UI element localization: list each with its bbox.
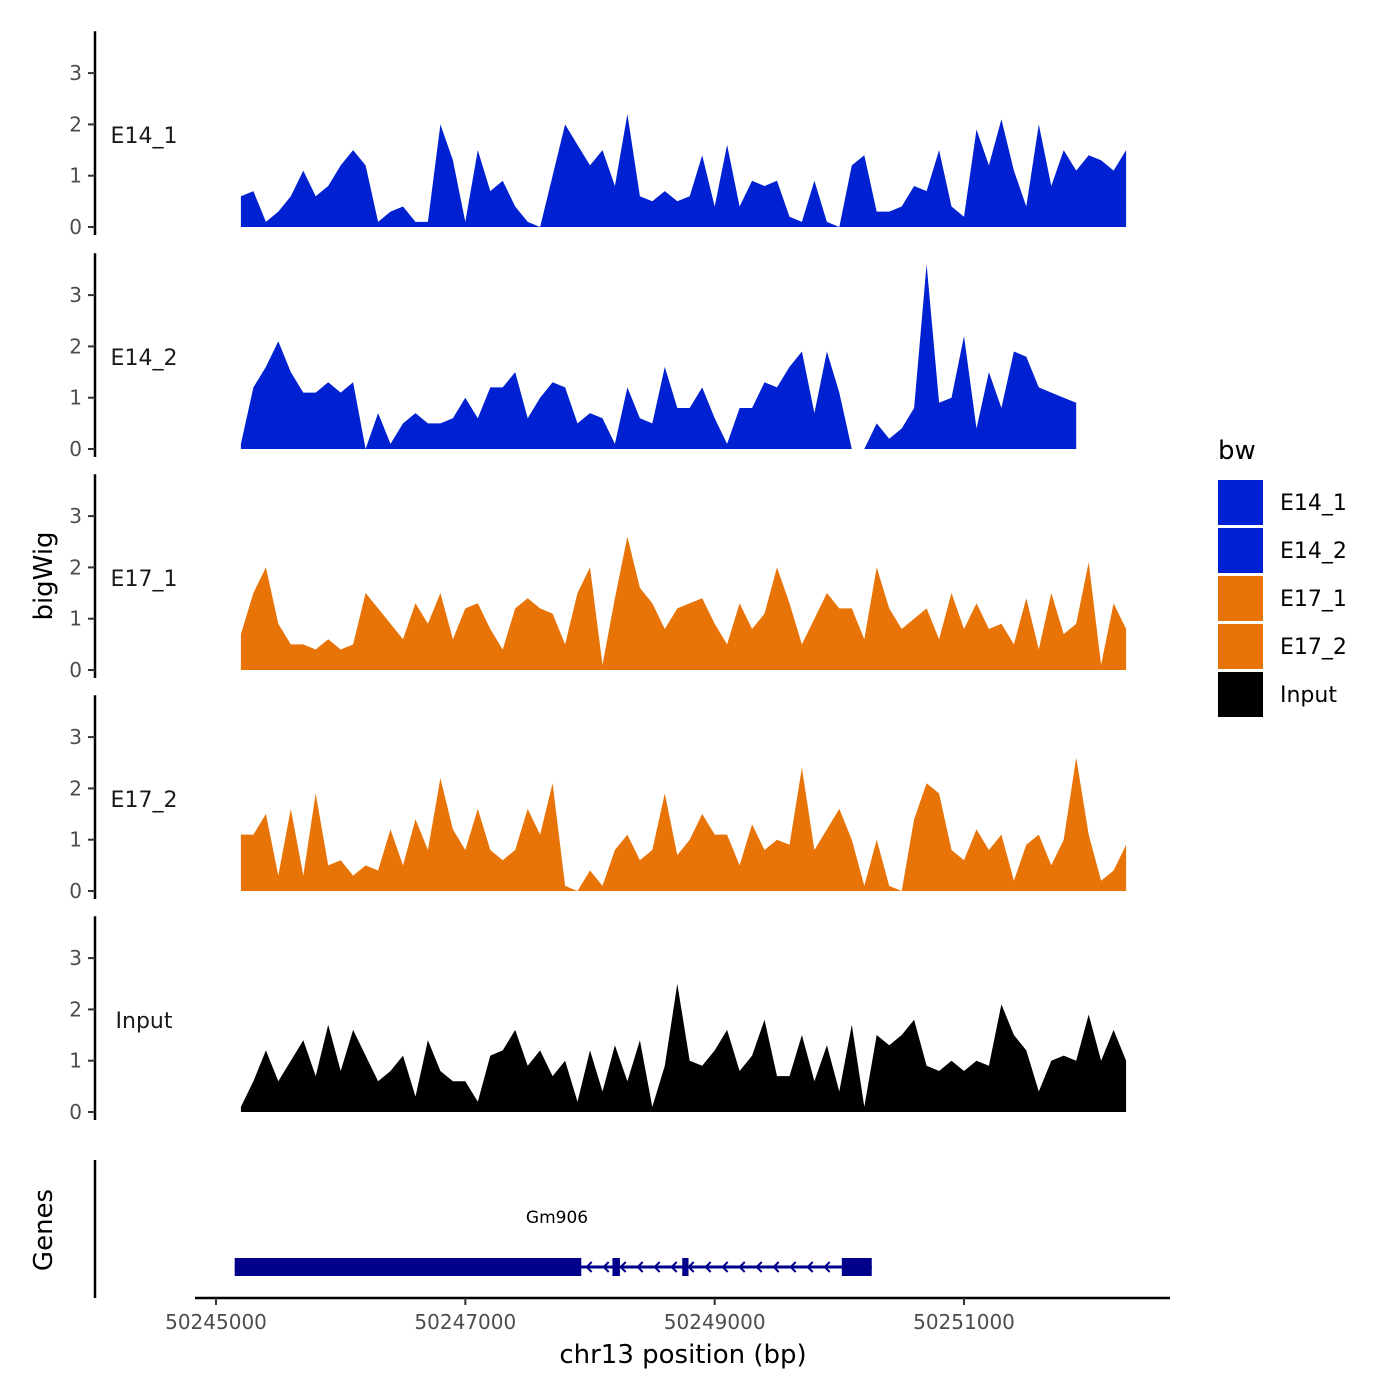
genes-track-title: Genes <box>29 1189 59 1271</box>
x-axis: 50245000 50247000 50249000 50251000 <box>165 1296 1170 1334</box>
y-tick-label: 3 <box>69 504 82 528</box>
y-tick-label: 2 <box>69 555 82 579</box>
y-tick-label: 3 <box>69 61 82 85</box>
strand-arrow <box>755 1261 763 1273</box>
strand-arrow <box>738 1261 746 1273</box>
track-label: E14_2 <box>111 346 178 371</box>
legend-entry: Input <box>1218 672 1337 717</box>
y-tick-label: 1 <box>69 828 82 852</box>
strand-arrow <box>806 1261 814 1273</box>
strand-arrow <box>704 1261 712 1273</box>
track-e17-1: 0 1 2 3 E17_1 <box>69 474 1127 682</box>
legend-entry: E14_2 <box>1218 528 1347 573</box>
track-e14-2: 0 1 2 3 E14_2 <box>69 253 1077 461</box>
y-tick-label: 0 <box>69 1100 82 1124</box>
signal-area-input <box>240 983 1127 1112</box>
gene-exon <box>841 1258 872 1276</box>
track-label: E14_1 <box>111 124 178 149</box>
x-axis-title: chr13 position (bp) <box>559 1340 806 1370</box>
legend-swatch <box>1218 480 1263 525</box>
x-tick-label: 50251000 <box>913 1310 1015 1334</box>
legend-label: Input <box>1280 683 1337 708</box>
legend-title: bw <box>1218 436 1256 466</box>
legend-label: E17_2 <box>1280 635 1347 660</box>
y-axis-title: bigWig <box>29 531 59 620</box>
legend-entry: E17_2 <box>1218 624 1347 669</box>
strand-arrow <box>585 1261 593 1273</box>
legend-swatch <box>1218 624 1263 669</box>
strand-arrow <box>636 1261 644 1273</box>
genes-track: Gm906 <box>93 1160 872 1298</box>
strand-arrow <box>653 1261 661 1273</box>
signal-tracks: 0 1 2 3 E14_1 0 1 2 3 E14_2 0 1 2 3 E17_1 0 1 2 3 E17_2 0 1 2 3… <box>69 31 1127 1124</box>
y-tick-label: 1 <box>69 164 82 188</box>
track-e14-1: 0 1 2 3 E14_1 <box>69 31 1127 239</box>
y-tick-label: 3 <box>69 946 82 970</box>
x-tick-label: 50245000 <box>165 1310 267 1334</box>
strand-arrow <box>670 1261 678 1273</box>
legend-swatch <box>1218 672 1263 717</box>
y-tick-label: 1 <box>69 607 82 631</box>
strand-arrow <box>687 1261 695 1273</box>
y-tick-label: 3 <box>69 725 82 749</box>
y-tick-label: 2 <box>69 997 82 1021</box>
strand-arrow <box>602 1261 610 1273</box>
y-tick-label: 2 <box>69 112 82 136</box>
y-tick-label: 2 <box>69 776 82 800</box>
x-tick-label: 50247000 <box>414 1310 516 1334</box>
gene-name-label: Gm906 <box>526 1208 588 1228</box>
y-tick-label: 2 <box>69 334 82 358</box>
y-tick-label: 0 <box>69 658 82 682</box>
x-tick-label: 50249000 <box>664 1310 766 1334</box>
y-tick-label: 0 <box>69 215 82 239</box>
gene-gm906: Gm906 <box>234 1208 872 1276</box>
legend: E14_1 E14_2 E17_1 E17_2 Input <box>1218 480 1347 717</box>
gene-exon <box>682 1258 689 1276</box>
gene-exon <box>234 1258 582 1276</box>
y-tick-label: 0 <box>69 437 82 461</box>
y-tick-label: 0 <box>69 879 82 903</box>
track-label: Input <box>116 1009 173 1034</box>
track-label: E17_2 <box>111 788 178 813</box>
track-label: E17_1 <box>111 567 178 592</box>
y-tick-label: 1 <box>69 386 82 410</box>
signal-area-e17-2 <box>240 757 1127 891</box>
signal-area-e17-1 <box>240 536 1127 670</box>
legend-label: E17_1 <box>1280 587 1347 612</box>
signal-area-e14-2 <box>240 264 1077 449</box>
signal-area-e14-1 <box>240 114 1127 227</box>
y-tick-label: 3 <box>69 283 82 307</box>
legend-swatch <box>1218 528 1263 573</box>
strand-arrow <box>619 1261 627 1273</box>
legend-entry: E14_1 <box>1218 480 1347 525</box>
legend-swatch <box>1218 576 1263 621</box>
strand-arrow <box>789 1261 797 1273</box>
strand-arrow <box>721 1261 729 1273</box>
gene-exon <box>612 1258 620 1276</box>
legend-label: E14_2 <box>1280 539 1347 564</box>
legend-entry: E17_1 <box>1218 576 1347 621</box>
strand-arrow <box>823 1261 831 1273</box>
track-input: 0 1 2 3 Input <box>69 916 1127 1124</box>
y-tick-label: 1 <box>69 1049 82 1073</box>
legend-label: E14_1 <box>1280 491 1347 516</box>
strand-arrow <box>772 1261 780 1273</box>
track-e17-2: 0 1 2 3 E17_2 <box>69 695 1127 903</box>
